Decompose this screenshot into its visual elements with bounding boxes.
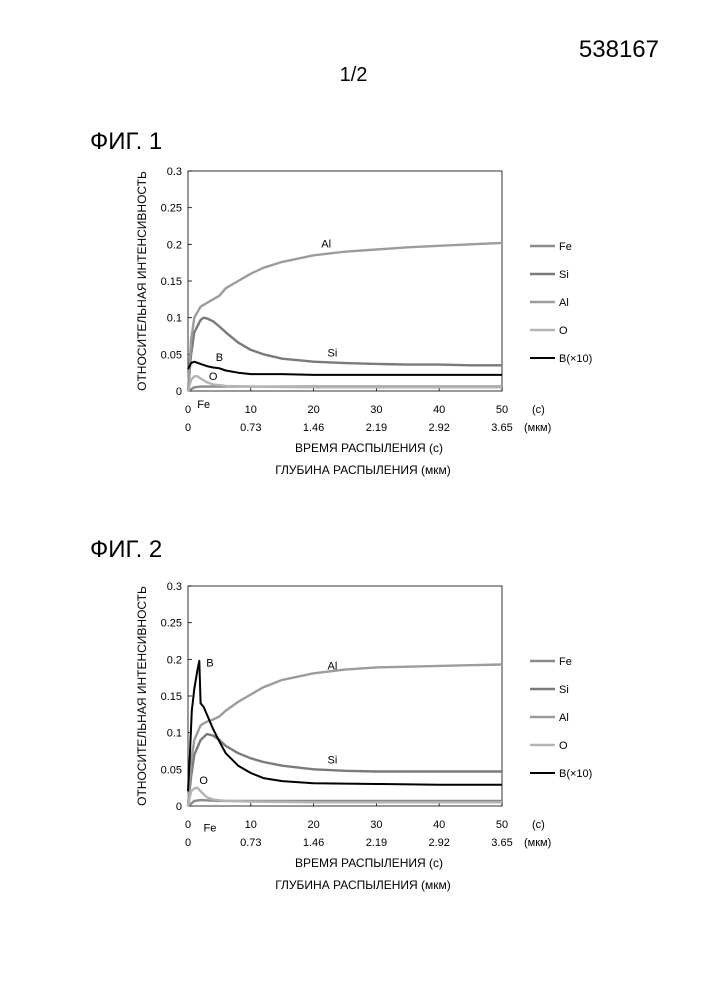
x2-tick-label: 3.65 bbox=[491, 422, 512, 434]
y-tick-label: 0.15 bbox=[161, 276, 182, 288]
x2-axis-label: ГЛУБИНА РАСПЫЛЕНИЯ (мкм) bbox=[275, 463, 451, 477]
x-tick-label: 10 bbox=[245, 819, 257, 831]
series-line-o bbox=[188, 376, 502, 391]
figure-2-chart: 0 0.05 0.1 0.15 0.2 0.25 0.3 0 10 20 30 40 50 (с) 0 0.7… bbox=[0, 575, 707, 905]
x2-tick-label: 2.19 bbox=[366, 422, 387, 434]
x2-tick-label: 0 bbox=[185, 422, 191, 434]
legend-label: O bbox=[559, 740, 568, 752]
y-tick-label: 0.3 bbox=[167, 581, 182, 593]
y-tick-label: 0.15 bbox=[161, 691, 182, 703]
legend-label: Si bbox=[559, 684, 569, 696]
legend-label: Al bbox=[559, 297, 569, 309]
annotation-label: B bbox=[216, 352, 223, 364]
x2-tick-label: 0.73 bbox=[240, 422, 261, 434]
legend-label: Si bbox=[559, 269, 569, 281]
x-unit-label: (с) bbox=[532, 404, 545, 416]
x-unit-label: (с) bbox=[532, 819, 545, 831]
x-tick-label: 50 bbox=[496, 819, 508, 831]
y-tick-label: 0.05 bbox=[161, 764, 182, 776]
x-tick-label: 30 bbox=[370, 819, 382, 831]
figure-2-label: ФИГ. 2 bbox=[90, 536, 162, 564]
y-axis-label: ОТНОСИТЕЛЬНАЯ ИНТЕНСИВНОСТЬ bbox=[135, 586, 149, 806]
figure-1-label: ФИГ. 1 bbox=[90, 128, 162, 156]
x-tick-label: 0 bbox=[185, 819, 191, 831]
y-tick-label: 0.2 bbox=[167, 654, 182, 666]
y-tick-label: 0.3 bbox=[167, 166, 182, 178]
x-axis-label: ВРЕМЯ РАСПЫЛЕНИЯ (с) bbox=[295, 856, 443, 870]
x-tick-label: 30 bbox=[370, 404, 382, 416]
figure-1-chart: 0 0.05 0.1 0.15 0.2 0.25 0.3 0 10 20 30 40 50 (с) 0 0.7… bbox=[0, 160, 707, 490]
annotation-label: B bbox=[206, 658, 213, 670]
annotation-label: Al bbox=[328, 661, 338, 673]
series-line-al bbox=[188, 243, 502, 391]
page-number: 538167 bbox=[579, 36, 659, 64]
x2-tick-label: 0.73 bbox=[240, 837, 261, 849]
x2-unit-label: (мкм) bbox=[524, 837, 551, 849]
y-tick-label: 0.1 bbox=[167, 313, 182, 325]
annotation-label: O bbox=[199, 775, 208, 787]
legend-label: Al bbox=[559, 712, 569, 724]
legend-label: Fe bbox=[559, 241, 572, 253]
y-tick-label: 0 bbox=[176, 801, 182, 813]
x2-tick-label: 3.65 bbox=[491, 837, 512, 849]
x2-unit-label: (мкм) bbox=[524, 422, 551, 434]
x2-tick-label: 2.92 bbox=[428, 422, 449, 434]
x-tick-label: 40 bbox=[433, 404, 445, 416]
annotation-label: Fe bbox=[204, 823, 217, 835]
x2-axis-label: ГЛУБИНА РАСПЫЛЕНИЯ (мкм) bbox=[275, 878, 451, 892]
series-line-si bbox=[188, 318, 502, 391]
annotation-label: Fe bbox=[197, 399, 210, 411]
annotation-label: Si bbox=[328, 754, 338, 766]
x2-tick-label: 1.46 bbox=[303, 422, 324, 434]
x-tick-label: 0 bbox=[185, 404, 191, 416]
series-line-o bbox=[188, 788, 502, 806]
plot-area bbox=[188, 171, 502, 391]
x-tick-label: 40 bbox=[433, 819, 445, 831]
annotation-label: Si bbox=[328, 348, 338, 360]
y-axis-label: ОТНОСИТЕЛЬНАЯ ИНТЕНСИВНОСТЬ bbox=[135, 171, 149, 391]
x-tick-label: 10 bbox=[245, 404, 257, 416]
y-tick-label: 0 bbox=[176, 386, 182, 398]
annotation-label: Al bbox=[321, 238, 331, 250]
legend-label: Fe bbox=[559, 656, 572, 668]
series-line-si bbox=[188, 734, 502, 806]
x2-tick-label: 2.92 bbox=[428, 837, 449, 849]
annotation-label: O bbox=[209, 371, 218, 383]
y-tick-label: 0.1 bbox=[167, 728, 182, 740]
x-axis-label: ВРЕМЯ РАСПЫЛЕНИЯ (с) bbox=[295, 441, 443, 455]
y-tick-label: 0.2 bbox=[167, 239, 182, 251]
legend-label: B(×10) bbox=[559, 353, 592, 365]
x2-tick-label: 0 bbox=[185, 837, 191, 849]
plot-area bbox=[188, 586, 502, 806]
x2-tick-label: 2.19 bbox=[366, 837, 387, 849]
y-tick-label: 0.25 bbox=[161, 203, 182, 215]
x2-tick-label: 1.46 bbox=[303, 837, 324, 849]
sheet-number: 1/2 bbox=[0, 64, 707, 87]
x-tick-label: 20 bbox=[307, 819, 319, 831]
x-tick-label: 50 bbox=[496, 404, 508, 416]
legend-label: B(×10) bbox=[559, 768, 592, 780]
x-tick-label: 20 bbox=[307, 404, 319, 416]
y-tick-label: 0.05 bbox=[161, 349, 182, 361]
y-tick-label: 0.25 bbox=[161, 618, 182, 630]
legend-label: O bbox=[559, 325, 568, 337]
